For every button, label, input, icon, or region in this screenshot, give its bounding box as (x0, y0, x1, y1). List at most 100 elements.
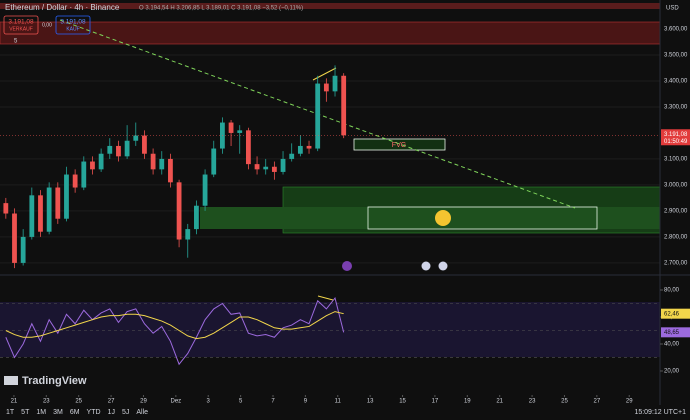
value-badge-label: 48,65 (664, 330, 680, 336)
target-box (367, 206, 598, 230)
candle-body (72, 174, 78, 188)
candle-body (46, 187, 52, 232)
ohlc: O 3.194,54 H 3.206,85 L 3.189,01 C 3.191… (139, 6, 303, 12)
price-badge-label: 3.191,08 (664, 132, 688, 138)
candle-body (228, 122, 234, 133)
support-zone (200, 207, 660, 229)
event-icon[interactable] (438, 261, 448, 271)
x-tick-label: 19 (464, 399, 471, 405)
value-badge (661, 327, 690, 338)
range-button[interactable]: 5T (21, 409, 30, 416)
x-tick-label: 5 (239, 399, 243, 405)
x-tick-label: 25 (561, 399, 568, 405)
range-button[interactable]: 1T (6, 409, 15, 416)
buy-price[interactable]: 3.191,08 (60, 19, 86, 26)
range-button[interactable]: Alle (136, 409, 148, 416)
range-button[interactable]: 1J (108, 409, 115, 416)
countdown: 01:50:49 (664, 139, 688, 145)
candle-body (3, 203, 9, 214)
candle-body (185, 229, 191, 240)
rsi-line (5, 311, 344, 340)
candle-body (107, 145, 113, 154)
x-tick-label: 21 (496, 399, 503, 405)
candle-body (150, 153, 156, 170)
clock: 15:09:12 UTC+1 (634, 409, 686, 416)
sell-button[interactable] (3, 15, 39, 35)
range-button[interactable]: 3M (53, 409, 63, 416)
logo: TradingView (22, 375, 87, 387)
indicator-count[interactable]: 5 (14, 39, 18, 45)
candle-body (133, 135, 139, 141)
y-tick-label: 2.800,00 (664, 234, 688, 240)
plot (0, 65, 660, 366)
rsi-panel (0, 302, 660, 358)
candle-body (12, 213, 17, 263)
event-icon[interactable] (421, 261, 431, 271)
y-tick-label: 3.100,00 (664, 157, 688, 163)
y-tick-label: 2.900,00 (664, 208, 688, 214)
y-tick-label: 3.000,00 (664, 183, 688, 189)
candle-body (98, 153, 104, 170)
x-tick-label: 25 (75, 399, 82, 405)
candle-body (341, 75, 347, 136)
candle-body (20, 236, 26, 263)
price-badge (661, 129, 690, 146)
sell-price[interactable]: 3.191,08 (8, 19, 34, 26)
event-icon[interactable] (342, 261, 352, 271)
rsi-band (0, 302, 660, 357)
candle-body (332, 75, 338, 92)
x-tick-label: 17 (432, 399, 439, 405)
x-tick-label: 7 (271, 399, 275, 405)
candle-body (29, 195, 35, 237)
candle-body (202, 174, 208, 206)
candle-body (194, 205, 199, 230)
candle-body (289, 153, 295, 159)
candle-body (124, 140, 130, 157)
buy-label[interactable]: KAUF (66, 26, 79, 32)
candle-body (159, 158, 165, 170)
range-button[interactable]: 5J (122, 409, 129, 416)
candle-body (245, 130, 251, 165)
candle-body (142, 135, 147, 154)
divergence-line (317, 295, 334, 301)
value-badge-label: 62,46 (664, 311, 680, 317)
y-tick-label: 3.600,00 (664, 27, 688, 33)
candle-body (323, 83, 329, 92)
x-tick-label: 29 (626, 399, 633, 405)
y-tick-label: 40,00 (664, 342, 680, 348)
range-button[interactable]: 1M (36, 409, 46, 416)
candle-body (263, 166, 269, 170)
candle-body (306, 145, 312, 149)
candle-body (315, 83, 321, 149)
candle-body (81, 161, 87, 188)
currency: USD (666, 6, 679, 12)
candle-body (297, 145, 303, 154)
x-tick-label: 27 (108, 399, 115, 405)
logo-icon (4, 376, 18, 385)
x-tick-label: 21 (11, 399, 18, 405)
x-tick-label: 23 (43, 399, 50, 405)
x-tick-label: 15 (399, 399, 406, 405)
candle-body (280, 158, 286, 172)
candle-body (168, 158, 173, 183)
y-tick-label: 3.300,00 (664, 105, 688, 111)
range-button[interactable]: YTD (87, 409, 101, 416)
candle-body (176, 182, 182, 240)
resistance-zone (0, 21, 661, 45)
range-button[interactable]: 6M (70, 409, 80, 416)
candle-body (271, 166, 277, 172)
sell-label[interactable]: VERKAUF (9, 26, 33, 32)
x-tick-label: 27 (594, 399, 601, 405)
x-tick-label: 11 (335, 399, 342, 405)
toolbar: 1T 5T 1M 3M 6M YTD 1J 5J Alle (6, 409, 148, 416)
y-tick-label: 80,00 (664, 288, 680, 294)
fvg-box (353, 138, 446, 151)
candle-body (211, 148, 217, 175)
symbol: Ethereum / Dollar · 4h · Binance (5, 3, 120, 12)
divergence-line (312, 67, 337, 81)
candle-body (64, 174, 69, 219)
emoji-icon (435, 210, 451, 226)
y-tick-label: 20,00 (664, 369, 680, 375)
buy-button[interactable] (55, 15, 91, 35)
